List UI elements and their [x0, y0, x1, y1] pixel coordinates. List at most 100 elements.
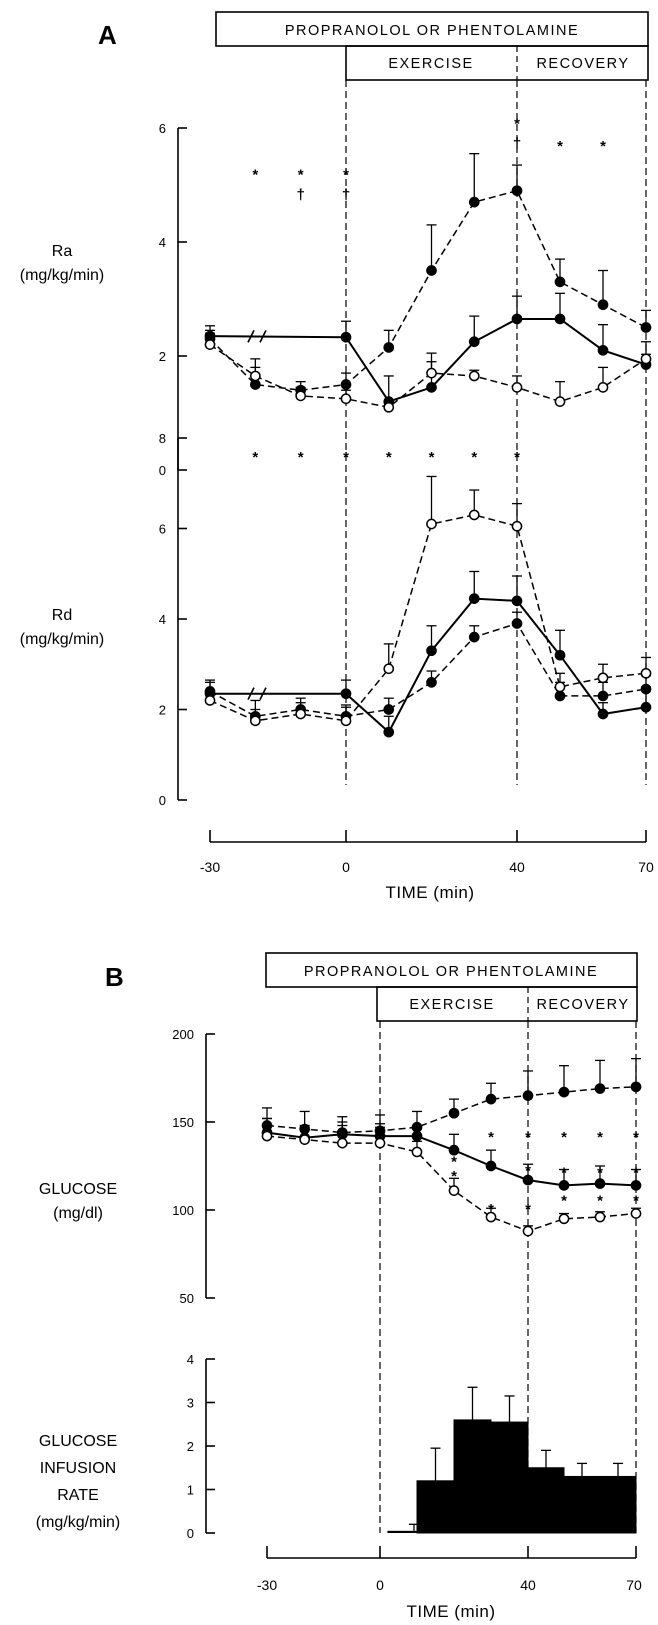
rd-y-tick-label-4: 4 [159, 612, 166, 627]
ra-point-dashed-open [554, 396, 566, 407]
panel-a-x-axis-label: TIME (min) [385, 883, 474, 902]
glucose-y-tick-label-50: 50 [180, 1291, 194, 1306]
rd-y-tick-label-2: 2 [159, 703, 166, 718]
rd-point-solid-filled [597, 708, 609, 720]
ra-significance-mark: * [343, 167, 349, 184]
ra-significance-mark: * [514, 115, 520, 132]
infusion-pre-bar [387, 1530, 417, 1533]
ra-point-dashed-open [426, 367, 437, 379]
ra-point-solid-filled [426, 382, 437, 393]
glucose-point-dashed-open [594, 1211, 606, 1223]
ra-point-dashed-filled [511, 185, 523, 197]
ra-point-dashed-open [295, 390, 307, 402]
infusion-bar-10-20 [416, 1480, 455, 1534]
rd-axis-label-line2: (mg/kg/min) [20, 631, 104, 648]
ra-point-dashed-open [383, 401, 395, 413]
rd-significance-mark: * [252, 449, 258, 466]
infusion-bar-50-60 [563, 1475, 601, 1534]
ra-point-solid-filled [340, 331, 352, 343]
glucose-point-dashed-filled [485, 1093, 497, 1105]
ra-significance-mark: * [557, 138, 563, 155]
infusion-bar-40-50 [527, 1467, 565, 1534]
rd-y-tick-label-6: 6 [159, 522, 166, 537]
panel-b-drug-label: PROPRANOLOL OR PHENTOLAMINE [304, 964, 598, 980]
rd-significance-mark: * [298, 449, 304, 466]
ra-point-solid-filled [511, 313, 523, 325]
infusion-axis-label-line1: GLUCOSE [39, 1433, 117, 1450]
glucose-point-dashed-open [630, 1208, 642, 1219]
glucose-point-dashed-filled [594, 1083, 606, 1094]
infusion-y-tick-label-3: 3 [187, 1396, 194, 1411]
rd-axis-label-line1: Rd [52, 607, 72, 624]
ra-point-dashed-open [511, 382, 523, 393]
ra-significance-mark: † [342, 187, 350, 204]
panel-a-xtick-neg30: -30 [200, 859, 220, 875]
glucose-point-dashed-open [374, 1137, 386, 1149]
rd-significance-mark: * [514, 449, 520, 466]
infusion-y-tick-label-2: 2 [187, 1439, 194, 1454]
infusion-bar-30-40 [490, 1421, 529, 1534]
panel-b-exercise-label: EXERCISE [409, 997, 494, 1013]
rd-point-dashed-open [468, 509, 480, 521]
rd-point-dashed-open [295, 708, 307, 720]
panel-b-xtick-70: 70 [626, 1577, 642, 1593]
panel-a-exercise-label: EXERCISE [388, 56, 473, 72]
rd-axis-break-1 [247, 687, 255, 701]
glucose-y-tick-label-100: 100 [172, 1203, 194, 1218]
rd-point-dashed-filled [511, 618, 523, 629]
glucose-significance-mark: * [633, 1192, 639, 1209]
glucose-significance-mark: * [597, 1129, 603, 1146]
rd-point-dashed-open [597, 672, 609, 684]
glucose-significance-mark: * [525, 1129, 531, 1146]
ra-y-tick-label-0: 0 [159, 463, 166, 478]
rd-significance-mark: * [429, 449, 435, 466]
glucose-point-dashed-filled [448, 1107, 460, 1119]
ra-point-dashed-filled [383, 342, 395, 353]
ra-point-solid-filled [554, 313, 566, 325]
rd-significance-mark: * [386, 449, 392, 466]
ra-point-dashed-open [249, 370, 261, 382]
rd-point-dashed-open [554, 681, 566, 693]
ra-series-dashed-filled-line [209, 189, 647, 391]
glucose-significance-mark: * [561, 1129, 567, 1146]
glucose-point-dashed-filled [558, 1086, 570, 1098]
ra-point-dashed-open [204, 339, 216, 350]
glucose-significance-mark: * [597, 1164, 603, 1181]
ra-point-dashed-open [468, 370, 480, 382]
rd-point-solid-filled [426, 645, 437, 657]
rd-point-solid-filled [383, 726, 395, 738]
panel-a-xtick-70: 70 [638, 859, 654, 875]
plot-layer: 0 2 4 6 0 2 4 6 8 50 100 150 200 0 1 2 3 4 * * † * † * † * * * * * * * *… [159, 80, 652, 1559]
glucose-point-dashed-open [558, 1213, 570, 1225]
rd-series-solid-filled-line [210, 597, 647, 734]
glucose-point-dashed-filled [411, 1121, 423, 1133]
glucose-significance-mark: * [633, 1129, 639, 1146]
glucose-point-dashed-open [448, 1185, 460, 1196]
rd-point-dashed-filled [640, 683, 652, 695]
glucose-significance-mark: * [633, 1164, 639, 1181]
ra-point-dashed-filled [597, 299, 609, 311]
rd-y-tick-label-0: 0 [159, 793, 166, 808]
rd-point-dashed-filled [383, 704, 395, 715]
ra-axis-label-line2: (mg/kg/min) [20, 267, 104, 284]
rd-point-solid-filled [511, 595, 523, 607]
glucose-significance-mark: * [488, 1201, 494, 1218]
glucose-point-dashed-filled [630, 1081, 642, 1093]
glucose-point-solid-filled [630, 1180, 642, 1191]
glucose-point-dashed-open [261, 1130, 273, 1142]
glucose-point-solid-filled [522, 1174, 534, 1186]
glucose-point-dashed-filled [522, 1090, 534, 1101]
infusion-y-tick-label-0: 0 [187, 1526, 194, 1541]
panel-a-letter: A [98, 20, 117, 50]
rd-point-solid-filled [468, 593, 480, 604]
panel-a-xtick-40: 40 [509, 859, 525, 875]
glucose-point-dashed-open [522, 1225, 534, 1237]
ra-significance-mark: † [296, 187, 304, 204]
ra-point-dashed-filled [554, 276, 566, 288]
rd-point-dashed-open [426, 518, 437, 530]
rd-axis-break-2 [259, 687, 267, 701]
ra-point-dashed-open [640, 353, 652, 365]
glucose-y-tick-label-200: 200 [172, 1027, 194, 1042]
rd-point-dashed-filled [554, 690, 566, 702]
ra-point-dashed-open [597, 382, 609, 393]
